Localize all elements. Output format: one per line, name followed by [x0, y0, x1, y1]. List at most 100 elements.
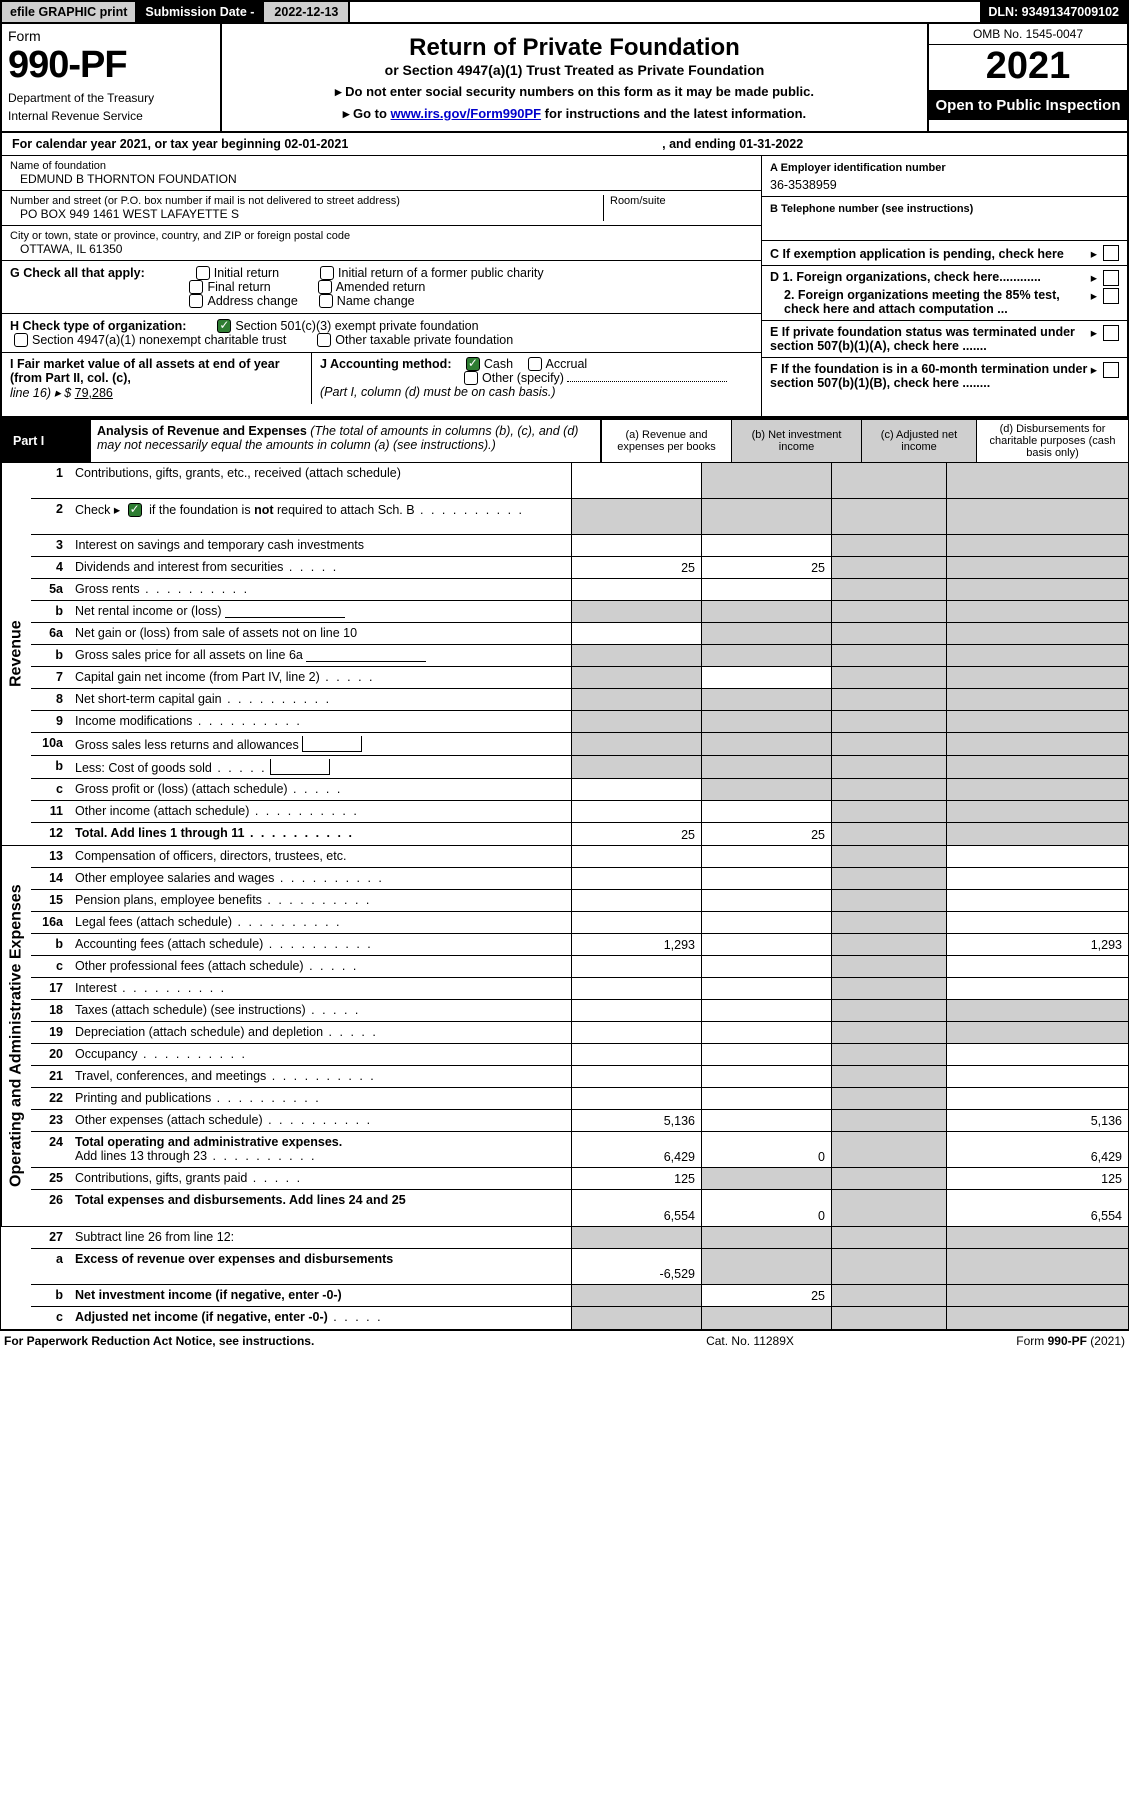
form-word: Form [8, 28, 212, 44]
e-checkbox[interactable] [1103, 325, 1119, 341]
room-label: Room/suite [603, 195, 753, 221]
other-taxable-checkbox[interactable] [317, 333, 331, 347]
row-num: 15 [31, 890, 71, 911]
cell-a: 25 [571, 823, 701, 845]
cell-c [831, 689, 946, 710]
amended-return-checkbox[interactable] [318, 280, 332, 294]
cell-b [701, 601, 831, 622]
cell-d [946, 623, 1128, 644]
form-subtitle: or Section 4947(a)(1) Trust Treated as P… [232, 62, 917, 78]
cell-c [831, 1168, 946, 1189]
name-change-checkbox[interactable] [319, 294, 333, 308]
initial-return-former-checkbox[interactable] [320, 266, 334, 280]
cell-b [701, 579, 831, 600]
other-method-checkbox[interactable] [464, 371, 478, 385]
c-checkbox[interactable] [1103, 245, 1119, 261]
h-label: H Check type of organization: [10, 319, 186, 333]
g-opt-5: Name change [337, 294, 415, 308]
row-num: b [31, 1285, 71, 1306]
cell-a [571, 912, 701, 933]
cell-c [831, 956, 946, 977]
f-label: F If the foundation is in a 60-month ter… [770, 362, 1087, 390]
row-desc: Other employee salaries and wages [71, 868, 571, 889]
cell-a [571, 1227, 701, 1248]
row-desc: Occupancy [71, 1044, 571, 1065]
j-accrual-label: Accrual [546, 357, 588, 371]
cell-d: 6,554 [946, 1190, 1128, 1226]
cell-a [571, 1088, 701, 1109]
row-num: c [31, 956, 71, 977]
cell-a: 1,293 [571, 934, 701, 955]
f-checkbox[interactable] [1103, 362, 1119, 378]
row-desc: Other expenses (attach schedule) [71, 1110, 571, 1131]
accrual-checkbox[interactable] [528, 357, 542, 371]
cell-d [946, 1307, 1128, 1329]
row-num: 18 [31, 1000, 71, 1021]
cell-c [831, 756, 946, 778]
cell-a [571, 1285, 701, 1306]
cell-d [946, 689, 1128, 710]
final-return-checkbox[interactable] [189, 280, 203, 294]
cell-a [571, 711, 701, 732]
row-desc: Other professional fees (attach schedule… [71, 956, 571, 977]
d2-checkbox[interactable] [1103, 288, 1119, 304]
initial-return-checkbox[interactable] [196, 266, 210, 280]
cell-d [946, 645, 1128, 666]
row-desc: Interest on savings and temporary cash i… [71, 535, 571, 556]
row-num: b [31, 601, 71, 622]
row-num: 4 [31, 557, 71, 578]
d1-checkbox[interactable] [1103, 270, 1119, 286]
cell-a [571, 601, 701, 622]
cell-b [701, 1044, 831, 1065]
cell-c [831, 535, 946, 556]
cell-d [946, 1227, 1128, 1248]
cell-d [946, 756, 1128, 778]
4947-checkbox[interactable] [14, 333, 28, 347]
form-page-label: Form 990-PF (2021) [875, 1334, 1125, 1348]
foundation-name: EDMUND B THORNTON FOUNDATION [20, 172, 753, 186]
h-opt-3: Other taxable private foundation [335, 333, 513, 347]
cell-a [571, 579, 701, 600]
cell-a [571, 689, 701, 710]
j-cash-label: Cash [484, 357, 513, 371]
row-num: 27 [31, 1227, 71, 1248]
e-label: E If private foundation status was termi… [770, 325, 1075, 353]
j-note: (Part I, column (d) must be on cash basi… [320, 385, 556, 399]
efile-label[interactable]: efile GRAPHIC print [2, 2, 137, 22]
cell-a [571, 1066, 701, 1087]
part1-heading: Analysis of Revenue and Expenses [97, 424, 307, 438]
cash-checkbox[interactable] [466, 357, 480, 371]
address-change-checkbox[interactable] [189, 294, 203, 308]
row-desc: Gross sales less returns and allowances [71, 733, 571, 755]
cell-c [831, 978, 946, 999]
cell-c [831, 667, 946, 688]
instructions-link[interactable]: www.irs.gov/Form990PF [391, 106, 542, 121]
cell-c [831, 579, 946, 600]
row-num: 23 [31, 1110, 71, 1131]
row-desc: Net gain or (loss) from sale of assets n… [71, 623, 571, 644]
cell-b [701, 846, 831, 867]
schb-checkbox[interactable] [128, 503, 142, 517]
city-value: OTTAWA, IL 61350 [20, 242, 753, 256]
cell-b [701, 801, 831, 822]
cell-c [831, 1000, 946, 1021]
row-desc: Contributions, gifts, grants, etc., rece… [71, 463, 571, 498]
cell-b [701, 711, 831, 732]
name-label: Name of foundation [10, 160, 753, 172]
cell-c [831, 1227, 946, 1248]
col-c-header: (c) Adjusted net income [861, 420, 976, 462]
i-label: I Fair market value of all assets at end… [10, 357, 280, 385]
row-num: 17 [31, 978, 71, 999]
cell-c [831, 1132, 946, 1167]
h-opt-2: Section 4947(a)(1) nonexempt charitable … [32, 333, 286, 347]
row-num: c [31, 1307, 71, 1329]
row-num: 16a [31, 912, 71, 933]
cell-d [946, 1044, 1128, 1065]
cell-b [701, 779, 831, 800]
cell-b [701, 463, 831, 498]
cell-d: 6,429 [946, 1132, 1128, 1167]
501c3-checkbox[interactable] [217, 319, 231, 333]
cell-d [946, 846, 1128, 867]
row-num: 22 [31, 1088, 71, 1109]
cell-c [831, 779, 946, 800]
